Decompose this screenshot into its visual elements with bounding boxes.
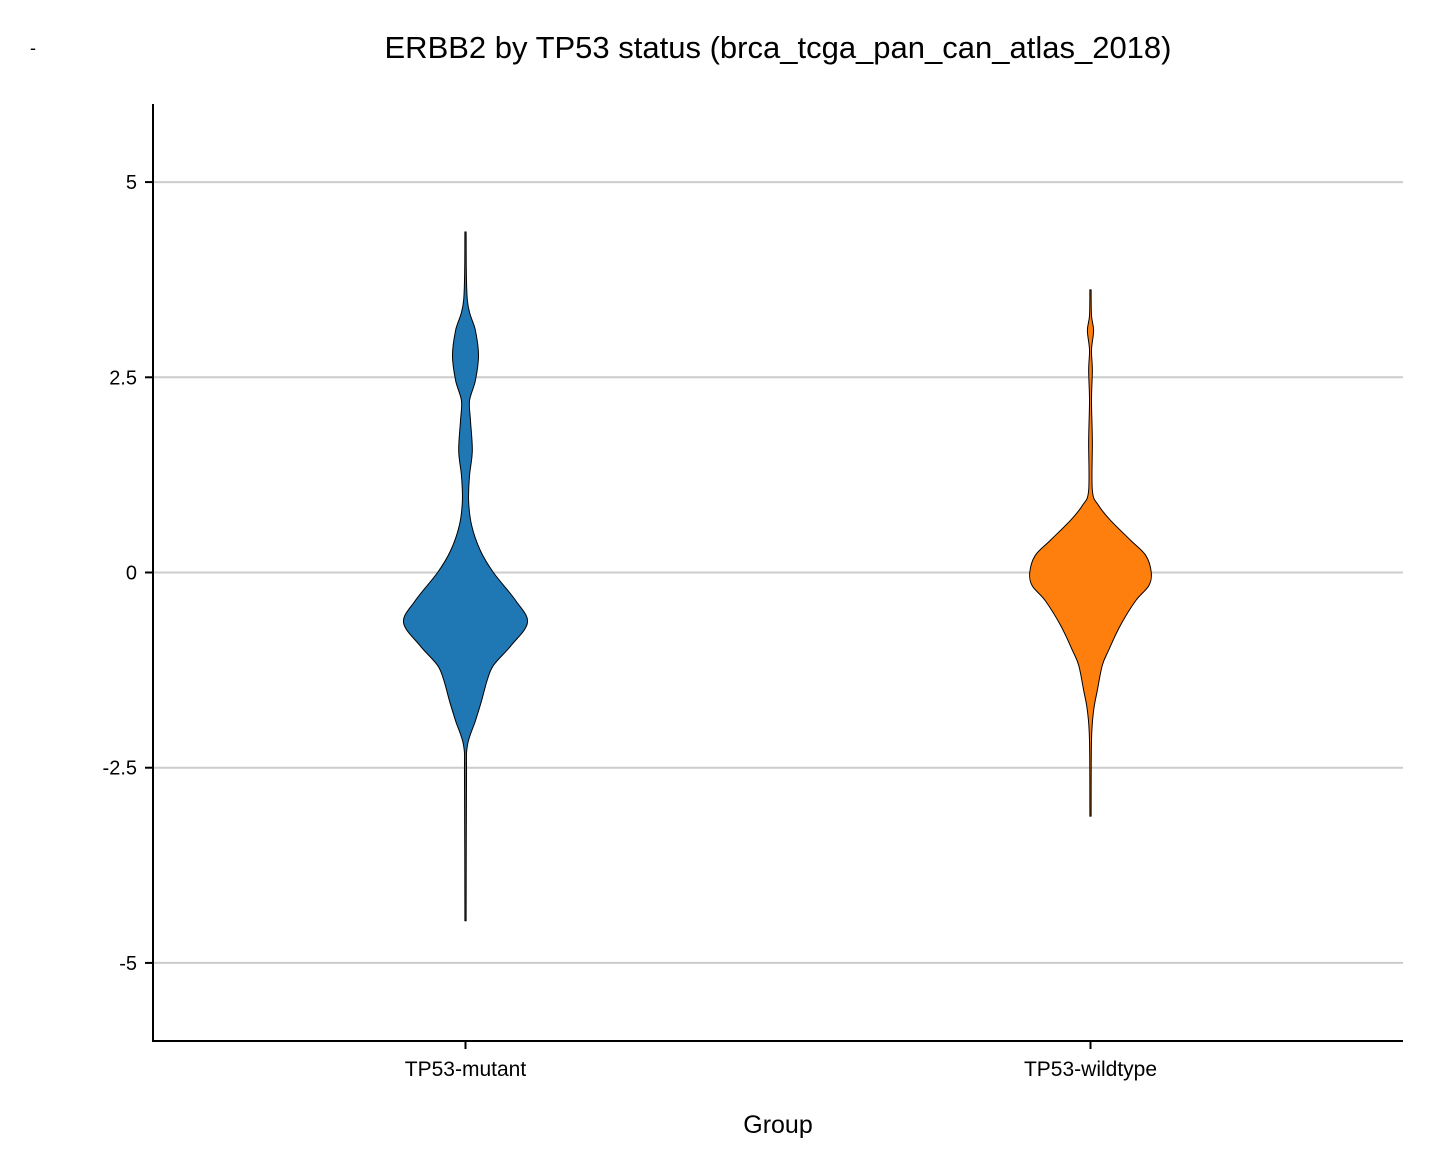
x-axis-label: Group	[743, 1111, 812, 1139]
y-tick-label: 2.5	[109, 367, 137, 389]
gridlines	[153, 181, 1403, 964]
corner-mark: -	[30, 38, 36, 58]
x-tick-label: TP53-wildtype	[1024, 1058, 1157, 1081]
y-ticks: 5 2.5 0 -2.5 -5	[103, 172, 153, 975]
y-tick-label: 5	[126, 172, 137, 194]
violins	[402, 231, 1152, 922]
x-tick-label: TP53-mutant	[405, 1058, 527, 1081]
y-tick-label: -5	[119, 953, 137, 975]
violin-tp53-mutant	[402, 231, 529, 922]
x-ticks: TP53-mutant TP53-wildtype	[405, 1041, 1157, 1081]
y-tick-label: -2.5	[103, 758, 137, 780]
chart-title: ERBB2 by TP53 status (brca_tcga_pan_can_…	[385, 30, 1172, 65]
violin-tp53-wildtype	[1029, 289, 1152, 817]
y-tick-label: 0	[126, 563, 137, 585]
